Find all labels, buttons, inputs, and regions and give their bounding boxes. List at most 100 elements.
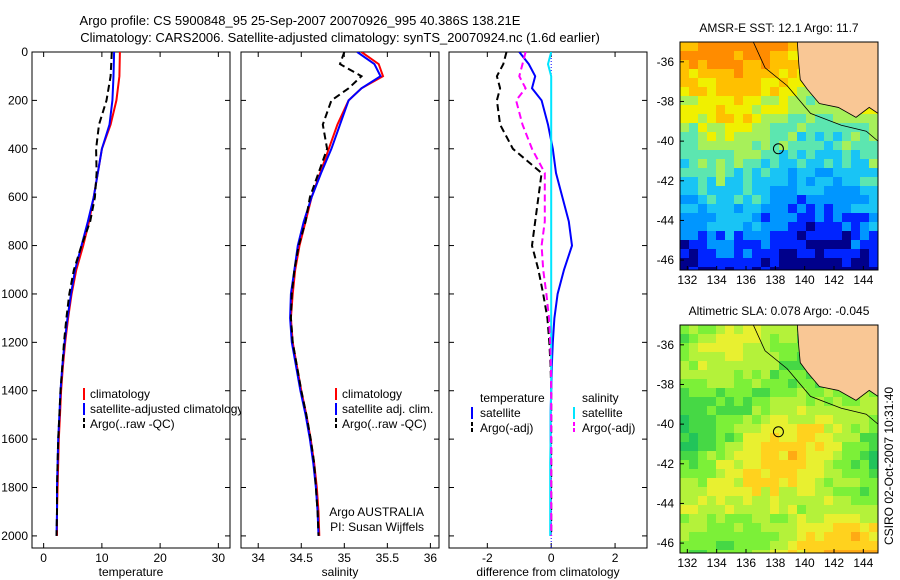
field-cell [725,469,734,478]
field-cell [707,325,716,334]
field-cell [788,406,797,415]
field-cell [842,186,851,195]
x-tick-label: 20 [153,551,167,565]
field-cell [725,424,734,433]
field-cell [770,195,779,204]
field-cell [680,159,689,168]
field-cell [752,222,761,231]
field-cell [725,150,734,159]
field-cell [779,325,788,334]
field-cell [761,204,770,213]
field-cell [779,397,788,406]
field-cell [752,159,761,168]
field-cell [851,433,860,442]
field-cell [725,96,734,105]
x-tick-label: 0 [40,551,47,565]
field-cell [689,258,698,267]
field-cell [716,415,725,424]
field-cell [707,141,716,150]
field-cell [698,105,707,114]
plot-frame [448,51,648,549]
field-cell [815,532,824,541]
field-cell [824,442,833,451]
field-cell [779,433,788,442]
field-cell [752,87,761,96]
field-cell [770,204,779,213]
y-tick-label: 1200 [1,335,28,349]
field-cell [734,541,743,550]
field-cell [833,433,842,442]
field-cell [725,388,734,397]
field-cell [680,231,689,240]
field-cell [734,168,743,177]
field-cell [761,231,770,240]
field-cell [779,168,788,177]
field-cell [815,105,824,114]
field-cell [806,532,815,541]
field-cell [869,460,878,469]
field-cell [716,195,725,204]
field-cell [797,415,806,424]
field-cell [716,433,725,442]
field-cell [680,195,689,204]
field-cell [833,168,842,177]
field-cell [743,222,752,231]
field-cell [734,469,743,478]
field-cell [734,195,743,204]
field-cell [788,388,797,397]
field-cell [707,105,716,114]
field-cell [851,514,860,523]
field-cell [833,478,842,487]
field-cell [680,42,689,51]
field-cell [824,204,833,213]
field-cell [815,168,824,177]
field-cell [680,267,689,270]
field-cell [680,141,689,150]
field-cell [689,78,698,87]
field-cell [752,114,761,123]
field-cell [806,514,815,523]
field-cell [770,361,779,370]
field-cell [680,469,689,478]
field-cell [698,343,707,352]
field-cell [752,550,761,553]
field-cell [770,442,779,451]
field-cell [761,168,770,177]
field-cell [770,267,779,270]
field-cell [698,532,707,541]
field-cell [707,195,716,204]
field-cell [842,258,851,267]
field-cell [752,69,761,78]
field-cell [689,334,698,343]
field-cell [725,159,734,168]
field-cell [815,505,824,514]
field-cell [698,141,707,150]
field-cell [824,159,833,168]
field-cell [842,177,851,186]
field-cell [860,523,869,532]
field-cell [743,478,752,487]
field-cell [716,159,725,168]
field-cell [797,469,806,478]
field-cell [716,541,725,550]
field-cell [851,415,860,424]
field-cell [815,514,824,523]
field-cell [707,433,716,442]
field-cell [743,352,752,361]
field-cell [716,222,725,231]
field-cell [752,132,761,141]
field-cell [734,334,743,343]
field-cell [698,523,707,532]
field-cell [860,258,869,267]
field-cell [851,249,860,258]
field-cell [743,141,752,150]
field-cell [770,397,779,406]
field-cell [743,397,752,406]
series-line-salinity-2 [289,52,364,536]
field-cell [824,222,833,231]
field-cell [680,514,689,523]
field-cell [770,433,779,442]
field-cell [752,496,761,505]
field-cell [680,532,689,541]
field-cell [869,514,878,523]
